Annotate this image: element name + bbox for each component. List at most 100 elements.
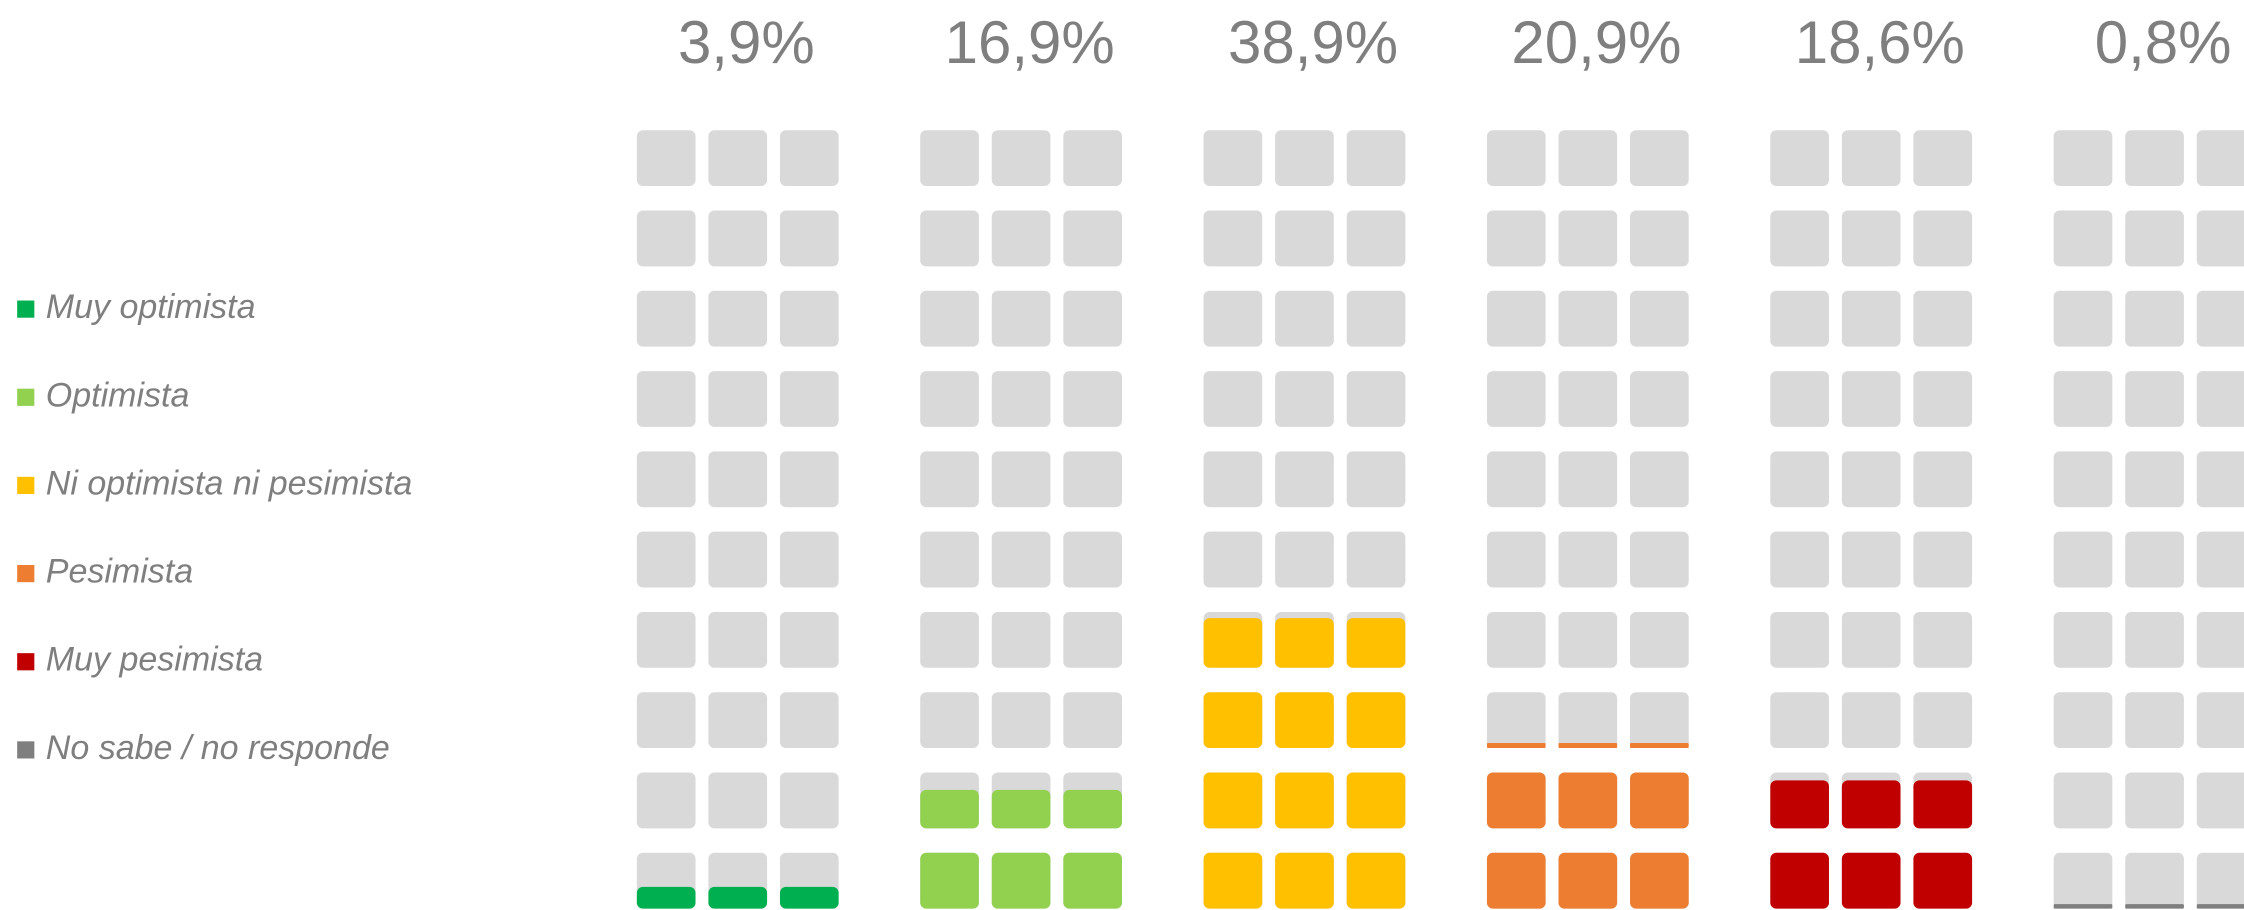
empty-cell — [1558, 210, 1618, 267]
empty-cell — [636, 692, 696, 749]
empty-cell — [920, 290, 979, 347]
empty-cell — [2196, 290, 2244, 347]
empty-cell — [1486, 451, 1546, 508]
filled-cell — [1275, 772, 1334, 829]
empty-cell — [2196, 371, 2244, 427]
empty-cell — [779, 130, 839, 187]
filled-cell — [1558, 852, 1618, 909]
filled-cell — [1063, 852, 1122, 909]
empty-cell — [1913, 290, 1973, 347]
empty-cell — [779, 451, 839, 508]
empty-cell — [2196, 531, 2244, 588]
empty-cell — [1913, 531, 1973, 588]
empty-cell — [2196, 611, 2244, 668]
empty-cell — [1063, 531, 1122, 588]
empty-cell — [2125, 531, 2184, 588]
filled-cell — [1346, 618, 1406, 668]
empty-cell — [1486, 210, 1546, 267]
filled-cell — [1841, 780, 1901, 829]
empty-cell — [1913, 692, 1973, 749]
value-label: 20,9% — [1511, 9, 1681, 76]
empty-cell — [1630, 130, 1689, 187]
empty-cell — [779, 371, 839, 427]
filled-cell — [991, 789, 1051, 829]
filled-cell — [1841, 852, 1901, 909]
empty-cell — [920, 611, 979, 668]
empty-cell — [1486, 692, 1546, 749]
filled-cell — [1486, 772, 1546, 829]
empty-cell — [1063, 290, 1122, 347]
empty-cell — [1063, 371, 1122, 427]
filled-cell — [920, 852, 979, 909]
empty-cell — [1841, 692, 1901, 749]
filled-cell — [1913, 780, 1973, 829]
empty-cell — [636, 130, 696, 187]
empty-cell — [2125, 692, 2184, 749]
filled-cell — [2053, 904, 2113, 909]
filled-cell — [1486, 852, 1546, 909]
value-label: 18,6% — [1795, 9, 1965, 76]
empty-cell — [2196, 692, 2244, 749]
empty-cell — [1346, 130, 1406, 187]
empty-cell — [1841, 611, 1901, 668]
empty-cell — [636, 611, 696, 668]
empty-cell — [1275, 531, 1334, 588]
empty-cell — [779, 531, 839, 588]
legend-label: Muy pesimista — [46, 641, 263, 679]
empty-cell — [1346, 531, 1406, 588]
empty-cell — [2125, 852, 2184, 909]
empty-cell — [2053, 210, 2113, 267]
filled-cell — [1630, 772, 1689, 829]
empty-cell — [1630, 290, 1689, 347]
filled-cell — [779, 886, 839, 909]
empty-cell — [1770, 290, 1829, 347]
filled-cell — [1346, 852, 1406, 909]
empty-cell — [1558, 371, 1618, 427]
empty-cell — [779, 772, 839, 829]
empty-cell — [1558, 692, 1618, 749]
empty-cell — [779, 611, 839, 668]
empty-cell — [708, 692, 768, 749]
empty-cell — [1203, 531, 1263, 588]
legend-swatch — [17, 300, 35, 318]
empty-cell — [1841, 531, 1901, 588]
filled-cell — [2196, 904, 2244, 909]
empty-cell — [1558, 611, 1618, 668]
empty-cell — [991, 290, 1051, 347]
empty-cell — [1203, 371, 1263, 427]
empty-cell — [1346, 210, 1406, 267]
empty-cell — [2125, 130, 2184, 187]
empty-cell — [991, 611, 1051, 668]
empty-cell — [920, 371, 979, 427]
empty-cell — [1063, 611, 1122, 668]
empty-cell — [2196, 210, 2244, 267]
legend-label: Ni optimista ni pesimista — [46, 464, 413, 502]
empty-cell — [920, 130, 979, 187]
filled-cell — [1346, 692, 1406, 749]
empty-cell — [2053, 290, 2113, 347]
empty-cell — [2196, 451, 2244, 508]
empty-cell — [2053, 531, 2113, 588]
empty-cell — [636, 371, 696, 427]
empty-cell — [920, 451, 979, 508]
empty-cell — [1630, 210, 1689, 267]
empty-cell — [708, 130, 768, 187]
empty-cell — [1630, 692, 1689, 749]
filled-cell — [920, 789, 979, 829]
empty-cell — [1203, 451, 1263, 508]
empty-cell — [1275, 290, 1334, 347]
empty-cell — [2125, 772, 2184, 829]
empty-cell — [2196, 130, 2244, 187]
empty-cell — [2125, 210, 2184, 267]
empty-cell — [636, 290, 696, 347]
empty-cell — [991, 210, 1051, 267]
empty-cell — [920, 531, 979, 588]
empty-cell — [991, 451, 1051, 508]
empty-cell — [1770, 130, 1829, 187]
empty-cell — [991, 130, 1051, 187]
empty-cell — [708, 210, 768, 267]
empty-cell — [1630, 451, 1689, 508]
filled-cell — [1275, 618, 1334, 668]
value-label: 0,8% — [2095, 9, 2232, 76]
